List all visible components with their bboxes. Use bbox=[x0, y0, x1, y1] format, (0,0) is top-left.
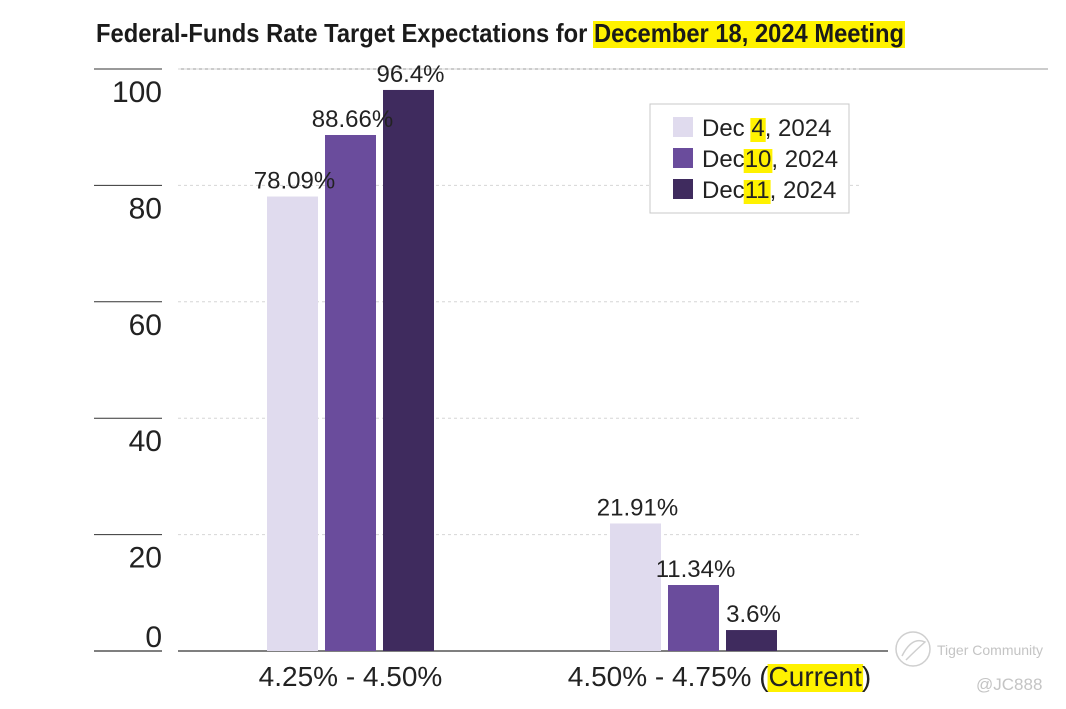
bar bbox=[610, 523, 661, 651]
legend-day-highlight bbox=[750, 118, 766, 142]
watermark: Tiger Community @JC888 bbox=[895, 631, 1043, 694]
x-category-label: 4.50% - 4.75% (Current) bbox=[568, 661, 871, 692]
legend-swatch bbox=[673, 179, 693, 199]
y-tick-label: 0 bbox=[145, 621, 162, 654]
bar bbox=[726, 630, 777, 651]
category-text: 4.25% - 4.50% bbox=[259, 661, 443, 692]
bar bbox=[383, 89, 434, 651]
legend-day-highlight bbox=[743, 180, 771, 204]
bar bbox=[668, 585, 719, 651]
title-prefix: Federal-Funds Rate Target Expectations f… bbox=[96, 18, 594, 48]
legend-label: Dec10, 2024 bbox=[702, 146, 838, 173]
data-label: 88.66% bbox=[312, 106, 393, 133]
legend-label: Dec11, 2024 bbox=[702, 177, 836, 204]
y-axis: 0 20 40 60 80 100 bbox=[112, 76, 162, 654]
category-highlight-marker bbox=[767, 664, 864, 692]
x-category-label: 4.25% - 4.50% bbox=[259, 661, 443, 692]
legend-year: , 2024 bbox=[765, 115, 832, 142]
watermark-brand: Tiger Community bbox=[937, 642, 1043, 658]
y-tick-label: 60 bbox=[129, 309, 162, 342]
category-highlight: Current bbox=[769, 661, 863, 692]
category-text-end: ) bbox=[862, 661, 871, 692]
title-highlight: December 18, 2024 Meeting bbox=[594, 18, 904, 48]
grid bbox=[94, 68, 1048, 652]
y-tick-label: 80 bbox=[129, 192, 162, 225]
title-text: Federal-Funds Rate Target Expectations f… bbox=[96, 18, 904, 48]
data-label: 11.34% bbox=[656, 556, 736, 583]
data-labels: 78.09% 88.66% 96.4% 21.91% 11.34% 3.6% bbox=[254, 61, 781, 628]
category-text: 4.50% - 4.75% ( bbox=[568, 661, 769, 692]
watermark-user: @JC888 bbox=[976, 675, 1042, 694]
chart-title: Federal-Funds Rate Target Expectations f… bbox=[96, 18, 905, 48]
tiger-logo-icon bbox=[895, 631, 931, 667]
data-label: 78.09% bbox=[254, 168, 335, 195]
bar bbox=[267, 196, 318, 651]
legend-day: 4 bbox=[751, 115, 764, 142]
legend-label: Dec 4, 2024 bbox=[702, 115, 831, 142]
legend-day-highlight bbox=[743, 149, 773, 173]
bar bbox=[325, 134, 376, 652]
tiger-logo-stroke-icon bbox=[901, 639, 927, 661]
legend-year: , 2024 bbox=[771, 146, 838, 173]
legend-day: 11 bbox=[745, 177, 770, 204]
data-label: 96.4% bbox=[376, 61, 444, 88]
legend-day: 10 bbox=[745, 146, 772, 173]
legend-month: Dec bbox=[702, 115, 751, 142]
data-label: 3.6% bbox=[726, 601, 781, 628]
legend-swatch bbox=[673, 148, 693, 168]
legend-month: Dec bbox=[702, 146, 745, 173]
y-tick-label: 40 bbox=[129, 425, 162, 458]
legend-swatch bbox=[673, 117, 693, 137]
legend-year: , 2024 bbox=[770, 177, 837, 204]
y-tick-label: 100 bbox=[112, 76, 162, 109]
bars bbox=[267, 89, 777, 652]
legend-month: Dec bbox=[702, 177, 745, 204]
data-label: 21.91% bbox=[597, 494, 678, 521]
x-axis: 4.25% - 4.50% 4.50% - 4.75% (Current) bbox=[259, 661, 871, 692]
y-tick-label: 20 bbox=[129, 542, 162, 575]
title-highlight-marker bbox=[593, 21, 905, 48]
